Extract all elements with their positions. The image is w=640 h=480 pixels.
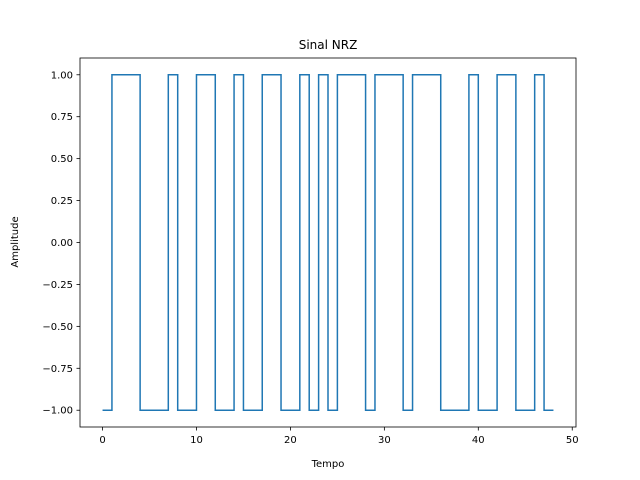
y-tick-label-8: 1.00 <box>51 70 73 81</box>
y-tick-label-0: −1.00 <box>42 406 73 417</box>
x-tick-label-0: 0 <box>99 435 105 446</box>
y-tick-label-6: 0.50 <box>51 154 73 165</box>
y-tick-label-3: −0.25 <box>42 280 73 291</box>
x-tick-label-30: 30 <box>378 435 391 446</box>
plot-area: 0 10 20 30 40 50 −1.00 −0.75 −0.50 −0.25 0.00 0.25 0… <box>42 57 579 446</box>
y-tick-label-5: 0.25 <box>51 196 73 207</box>
y-tick-label-1: −0.75 <box>42 364 73 375</box>
series-line-0 <box>102 74 554 411</box>
x-tick-label-50: 50 <box>566 435 579 446</box>
x-axis-label: Tempo <box>311 459 345 470</box>
y-tick-label-7: 0.75 <box>51 112 73 123</box>
y-tick-label-4: 0.00 <box>51 238 73 249</box>
y-tick-label-2: −0.50 <box>42 322 73 333</box>
x-tick-label-10: 10 <box>190 435 203 446</box>
x-tick-label-20: 20 <box>284 435 297 446</box>
x-tick-label-40: 40 <box>472 435 485 446</box>
y-axis-label: Amplitude <box>10 216 21 267</box>
chart-title: Sinal NRZ <box>299 38 358 52</box>
